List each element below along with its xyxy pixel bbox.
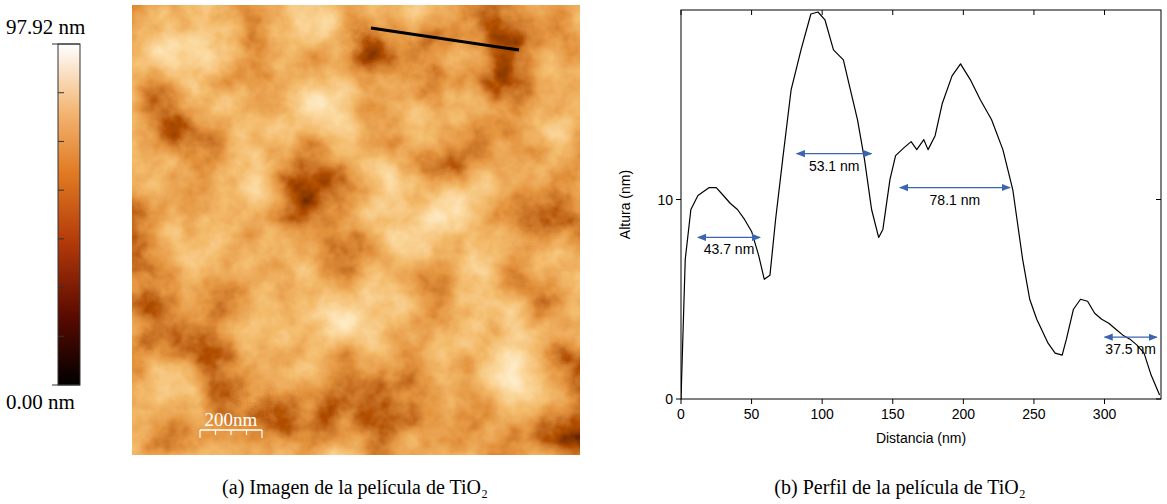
scale-bar-tick	[261, 430, 262, 438]
x-tick	[892, 399, 893, 404]
colorbar-tick-label: 0.00 nm	[6, 390, 75, 414]
colorbar-minor-tick	[58, 141, 64, 142]
afm-background	[132, 5, 580, 455]
colorbar-tick-label: 97.92 nm	[6, 15, 85, 39]
colorbar-minor-tick	[58, 238, 64, 239]
figure: 200nm 0.00 nm 97.92 nm (a) Imagen de la pel…	[0, 0, 1167, 504]
colorbar-minor-tick	[58, 190, 64, 191]
x-tick-top	[751, 10, 752, 15]
width-arrow	[797, 153, 872, 154]
plot-area	[681, 12, 1160, 399]
profile-line	[681, 12, 1160, 399]
x-tick	[1033, 399, 1034, 404]
x-tick	[1104, 399, 1105, 404]
scale-bar-tick	[230, 430, 231, 435]
scale-bar-tick	[246, 430, 247, 435]
x-tick-label: 300	[1093, 406, 1117, 422]
colorbar-tick	[52, 44, 80, 45]
scale-bar-tick	[215, 430, 216, 435]
x-tick	[681, 399, 682, 404]
colorbar-tick	[52, 385, 80, 386]
x-tick	[822, 399, 823, 404]
width-arrow	[698, 237, 760, 238]
y-tick	[676, 199, 681, 200]
y-tick-right	[1156, 199, 1161, 200]
width-label: 43.7 nm	[704, 241, 755, 257]
scale-bar-tick	[199, 430, 200, 438]
colorbar-minor-tick	[58, 92, 64, 93]
panel-caption: (b) Perfil de la película de TiO₂	[774, 476, 1025, 499]
scale-bar-label: 200nm	[205, 409, 258, 430]
x-tick-label: 200	[952, 406, 976, 422]
x-tick-top	[963, 10, 964, 15]
x-tick-label: 50	[744, 406, 760, 422]
width-label: 53.1 nm	[809, 158, 860, 174]
x-tick	[751, 399, 752, 404]
profile-line	[371, 28, 519, 50]
x-tick-top	[822, 10, 823, 15]
y-tick	[676, 399, 681, 400]
x-tick-label: 0	[677, 406, 685, 422]
colorbar-minor-tick	[58, 287, 64, 288]
plot-frame	[681, 10, 1161, 399]
x-tick-top	[892, 10, 893, 15]
x-tick-label: 100	[810, 406, 834, 422]
colorbar-minor-tick	[58, 336, 64, 337]
x-tick-label: 250	[1022, 406, 1046, 422]
y-axis-title: Altura (nm)	[617, 170, 633, 239]
y-tick-label: 10	[657, 192, 673, 208]
x-tick-top	[1104, 10, 1105, 15]
colorbar	[58, 44, 80, 385]
panel-caption: (a) Imagen de la película de TiO₂	[222, 476, 488, 499]
y-tick-label: 0	[665, 391, 673, 407]
afm-image	[132, 5, 580, 455]
width-label: 37.5 nm	[1105, 341, 1156, 357]
width-arrow	[1105, 337, 1157, 338]
width-label: 78.1 nm	[930, 192, 981, 208]
x-tick-top	[1033, 10, 1034, 15]
x-tick-label: 150	[881, 406, 905, 422]
width-arrow	[900, 187, 1010, 188]
x-tick	[963, 399, 964, 404]
x-axis-title: Distancia (nm)	[876, 430, 966, 446]
